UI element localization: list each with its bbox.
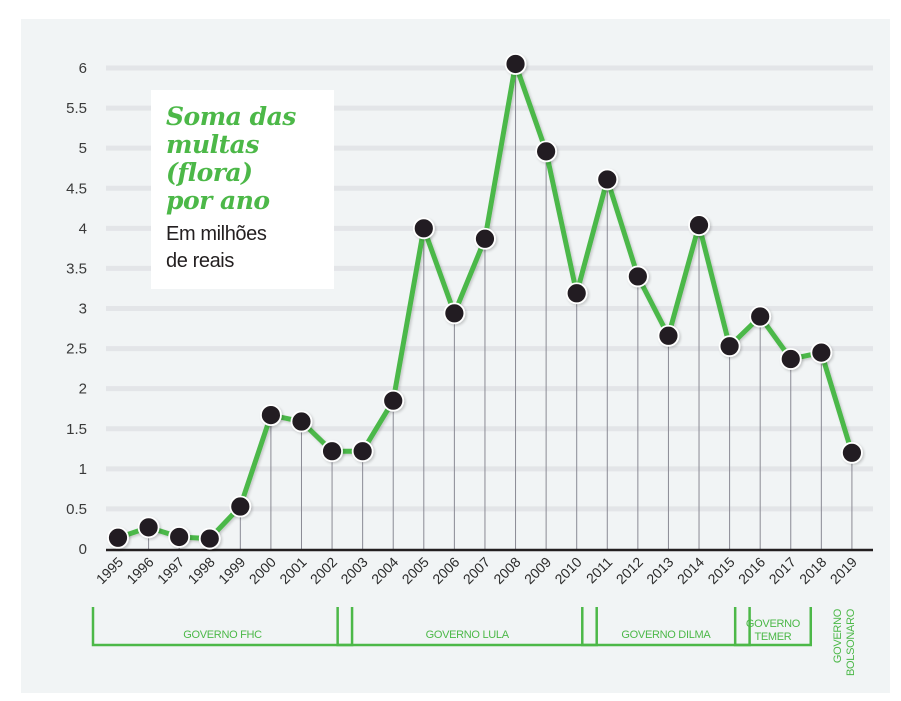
government-bracket: GOVERNO FHC bbox=[91, 607, 354, 647]
data-point-1996 bbox=[137, 516, 160, 539]
government-label: GOVERNOBOLSONARO bbox=[832, 608, 857, 676]
data-point-2018 bbox=[810, 341, 833, 364]
y-tick-label: 0 bbox=[79, 541, 87, 558]
government-label-line: BOLSONARO bbox=[845, 608, 857, 676]
x-tick-label: 2007 bbox=[460, 554, 493, 587]
y-tick-label: 4 bbox=[79, 220, 87, 237]
x-tick-label: 2009 bbox=[521, 554, 554, 587]
data-point-2013 bbox=[657, 324, 680, 347]
government-label-line: TEMER bbox=[754, 631, 791, 643]
government-label: GOVERNO FHC bbox=[183, 629, 262, 641]
chart-title-box: Soma das multas (flora) por ano Em milhõ… bbox=[151, 90, 334, 289]
bracket-line bbox=[336, 607, 598, 647]
y-tick-label: 4.5 bbox=[66, 180, 87, 197]
data-point-1995 bbox=[107, 526, 129, 549]
y-tick-label: 1 bbox=[79, 461, 87, 478]
x-tick-label: 1996 bbox=[123, 554, 156, 587]
government-periods: GOVERNO FHC GOVERNO LULA GOVERNO DILMA GOVE… bbox=[91, 607, 857, 676]
x-tick-label: 2018 bbox=[796, 554, 829, 587]
data-point-1997 bbox=[168, 526, 191, 548]
drop-lines bbox=[117, 63, 853, 549]
y-tick-label: 5.5 bbox=[66, 100, 87, 117]
data-point-2005 bbox=[412, 217, 435, 240]
data-point-2017 bbox=[779, 348, 802, 370]
x-tick-label: 2002 bbox=[307, 554, 340, 587]
data-point-1998 bbox=[198, 527, 221, 550]
data-point-2014 bbox=[688, 214, 710, 237]
bracket-line bbox=[581, 607, 751, 647]
x-tick-label: 2003 bbox=[337, 554, 370, 587]
data-point-2003 bbox=[351, 440, 374, 463]
data-point-1999 bbox=[229, 495, 252, 518]
x-tick-label: 2001 bbox=[276, 554, 309, 587]
x-axis-ticks: 1995199619971998199920002001200220032004… bbox=[93, 554, 860, 587]
data-point-2015 bbox=[718, 335, 741, 358]
government-bracket: GOVERNO DILMA bbox=[581, 607, 751, 647]
government-bracket: GOVERNO LULA bbox=[336, 607, 598, 647]
data-point-2001 bbox=[290, 410, 313, 433]
x-tick-label: 2014 bbox=[674, 554, 707, 587]
x-tick-label: 2000 bbox=[246, 554, 279, 587]
x-tick-label: 2011 bbox=[583, 554, 616, 587]
data-point-2010 bbox=[565, 282, 588, 305]
y-tick-label: 0.5 bbox=[66, 501, 87, 518]
x-tick-label: 2010 bbox=[551, 554, 584, 587]
government-label-line: GOVERNO LULA bbox=[426, 629, 510, 641]
chart-title: Soma das multas (flora) por ano bbox=[166, 102, 296, 215]
government-label: GOVERNO LULA bbox=[426, 629, 510, 641]
y-tick-label: 2.5 bbox=[66, 341, 87, 358]
government-bracket: GOVERNO TEMER bbox=[733, 607, 813, 647]
data-point-2006 bbox=[443, 302, 466, 325]
x-tick-label: 1999 bbox=[215, 554, 248, 587]
data-point-2008 bbox=[504, 53, 527, 75]
x-tick-label: 2016 bbox=[735, 554, 768, 587]
y-tick-label: 3.5 bbox=[66, 260, 87, 277]
y-tick-label: 3 bbox=[79, 301, 87, 318]
x-tick-label: 2006 bbox=[429, 554, 462, 587]
x-tick-label: 1998 bbox=[185, 554, 218, 587]
data-point-2007 bbox=[474, 227, 496, 250]
x-tick-label: 2013 bbox=[643, 554, 676, 587]
data-point-2012 bbox=[626, 265, 649, 288]
x-tick-label: 2008 bbox=[490, 554, 523, 587]
y-tick-label: 6 bbox=[79, 60, 87, 77]
bracket-line bbox=[91, 607, 354, 647]
y-tick-label: 1.5 bbox=[66, 421, 87, 438]
x-tick-label: 1997 bbox=[154, 554, 187, 587]
data-point-2019 bbox=[841, 441, 863, 464]
government-label-line: GOVERNO bbox=[746, 618, 801, 630]
x-tick-label: 2012 bbox=[613, 554, 646, 587]
x-tick-label: 2019 bbox=[827, 554, 860, 587]
x-tick-label: 2005 bbox=[399, 554, 432, 587]
data-point-2016 bbox=[749, 305, 772, 328]
government-label-line: GOVERNO DILMA bbox=[621, 629, 711, 641]
data-point-2000 bbox=[259, 404, 282, 427]
bracket-line bbox=[733, 607, 813, 647]
chart-subtitle: Em milhões de reais bbox=[166, 223, 267, 272]
x-tick-label: 1995 bbox=[93, 554, 126, 587]
government-label-line: GOVERNO FHC bbox=[183, 629, 262, 641]
x-tick-label: 2004 bbox=[368, 554, 401, 587]
data-point-2011 bbox=[596, 168, 619, 191]
data-point-2002 bbox=[321, 440, 343, 463]
data-point-2009 bbox=[535, 140, 558, 163]
government-label-line: GOVERNO bbox=[832, 608, 844, 663]
x-tick-label: 2015 bbox=[704, 554, 737, 587]
y-axis-ticks: 0 0.5 1 1.5 2 2.5 3 3.5 4 4.5 5 5.5 6 bbox=[66, 60, 87, 558]
government-label: GOVERNO TEMER bbox=[746, 618, 801, 643]
data-series bbox=[107, 53, 863, 550]
data-point-2004 bbox=[382, 389, 405, 412]
y-tick-label: 2 bbox=[79, 381, 87, 398]
x-tick-label: 2017 bbox=[766, 554, 799, 587]
y-tick-label: 5 bbox=[79, 140, 87, 157]
government-label: GOVERNO DILMA bbox=[621, 629, 711, 641]
